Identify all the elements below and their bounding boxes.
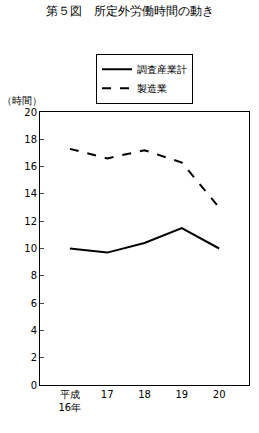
svg-text:0: 0 [31,380,37,391]
svg-text:8: 8 [31,270,37,281]
svg-text:20: 20 [213,389,226,400]
svg-text:4: 4 [31,325,37,336]
svg-text:12: 12 [24,216,37,227]
svg-text:6: 6 [31,298,37,309]
svg-text:調査産業計: 調査産業計 [137,64,187,75]
svg-text:第５図 所定外労働時間の動き: 第５図 所定外労働時間の動き [46,4,214,18]
svg-text:16: 16 [24,161,37,172]
svg-text:14: 14 [24,188,37,199]
svg-text:10: 10 [24,243,37,254]
svg-text:18: 18 [138,389,151,400]
svg-text:17: 17 [101,389,114,400]
svg-text:2: 2 [31,352,37,363]
svg-text:19: 19 [175,389,188,400]
svg-text:20: 20 [24,107,37,118]
svg-text:（時間）: （時間） [2,95,42,106]
svg-text:18: 18 [24,134,37,145]
svg-text:平成16年: 平成16年 [58,389,81,413]
svg-text:製造業: 製造業 [137,83,167,94]
